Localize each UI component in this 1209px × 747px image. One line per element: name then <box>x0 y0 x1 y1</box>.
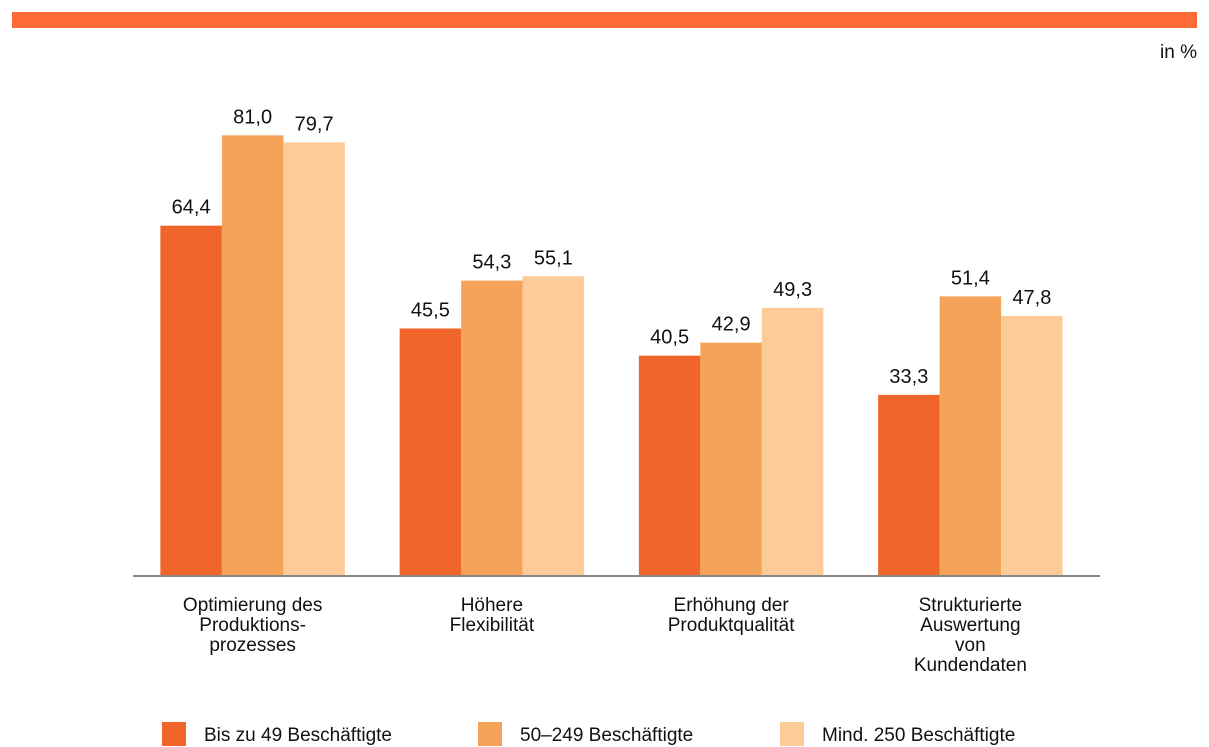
data-label: 64,4 <box>172 197 211 219</box>
x-tick-label-line: Auswertung <box>920 615 1020 636</box>
bar <box>700 342 762 576</box>
data-label: 55,1 <box>534 247 573 269</box>
unit-label: in % <box>1160 42 1197 63</box>
bar <box>878 394 940 576</box>
x-tick-label-line: Produktions- <box>199 615 306 636</box>
legend-label: Mind. 250 Beschäftigte <box>822 725 1015 746</box>
legend-label: Bis zu 49 Beschäftigte <box>204 725 392 746</box>
data-label: 54,3 <box>472 252 511 274</box>
bar <box>221 135 284 577</box>
x-tick-label-line: Produktqualität <box>668 615 795 636</box>
data-label: 51,4 <box>951 267 990 289</box>
data-label: 42,9 <box>712 314 751 336</box>
x-tick-label: Erhöhung der Produktqualität <box>668 595 795 636</box>
x-tick-label-line: von <box>955 635 986 656</box>
bar <box>761 307 824 576</box>
data-label: 40,5 <box>650 327 689 349</box>
bar <box>399 328 462 576</box>
x-tick-label: Höhere Flexibilität <box>450 595 535 636</box>
x-tick-label-line: Flexibilität <box>450 615 535 636</box>
data-label: 33,3 <box>889 366 928 388</box>
top-bar <box>12 12 1197 28</box>
bar <box>522 276 585 576</box>
data-label: 49,3 <box>773 279 812 301</box>
data-label: 79,7 <box>295 113 334 135</box>
x-tick-label-line: Strukturierte <box>919 595 1022 616</box>
x-tick-label-line: Kundendaten <box>914 655 1027 676</box>
legend-swatch <box>478 722 502 746</box>
bar <box>939 296 1002 576</box>
data-label: 45,5 <box>411 299 450 321</box>
bar <box>461 280 523 576</box>
data-label: 81,0 <box>233 106 272 128</box>
legend-label: 50–249 Beschäftigte <box>520 725 693 746</box>
x-tick-label: Strukturierte Auswertung von Kundendaten <box>914 595 1027 676</box>
bar <box>283 142 345 576</box>
bar <box>1001 315 1063 576</box>
bar <box>638 355 701 576</box>
x-tick-label-line: Optimierung des <box>183 595 322 616</box>
x-tick-label-line: prozesses <box>209 635 296 656</box>
x-tick-label-line: Erhöhung der <box>674 595 790 616</box>
data-label: 47,8 <box>1012 287 1051 309</box>
x-tick-label-line: Höhere <box>461 595 523 616</box>
legend-swatch <box>162 722 186 746</box>
legend-swatch <box>780 722 804 746</box>
x-tick-label: Optimierung des Produktions-prozesses <box>183 595 322 656</box>
bar <box>160 225 222 576</box>
